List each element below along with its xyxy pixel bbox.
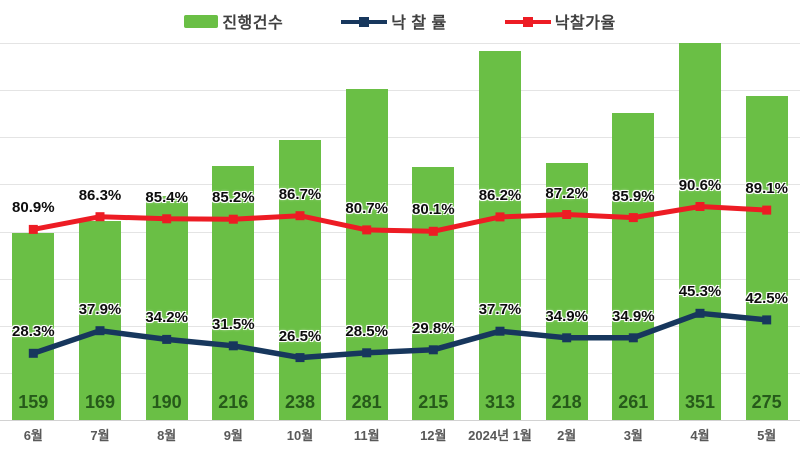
point-value-label: 90.6%: [678, 176, 722, 194]
point-value-label: 86.3%: [78, 186, 122, 204]
bar-value-label: 216: [218, 392, 249, 412]
legend-item-rate-line: 낙 찰 률: [341, 9, 447, 33]
bar-2024년 1월: [479, 51, 521, 420]
x-axis-line: [0, 420, 800, 421]
gridline: [0, 184, 800, 186]
bar-11월: [345, 88, 388, 420]
legend-label-rate-line: 낙 찰 률: [391, 15, 447, 32]
bar-value-label: 190: [151, 392, 182, 412]
bar-series-swatch-icon: [184, 14, 219, 28]
bar-value-label: 238: [284, 392, 316, 412]
x-axis-label: 8월: [157, 428, 177, 443]
point-value-label: 89.1%: [745, 180, 788, 198]
gridline: [0, 90, 800, 92]
line-marker-swatch-icon: [341, 16, 388, 27]
point-value-label: 85.2%: [212, 189, 255, 207]
bar-value-label: 275: [751, 392, 782, 412]
x-axis-label: 10월: [286, 428, 314, 443]
gridline: [0, 137, 800, 139]
point-value-label: 86.7%: [278, 185, 322, 203]
gridline: [0, 43, 800, 44]
legend-item-bar-series: 진행건수: [184, 9, 283, 33]
x-axis-label: 2월: [557, 428, 577, 443]
x-axis-label: 12월: [420, 428, 447, 443]
bar-3월: [612, 112, 655, 420]
point-value-label: 85.4%: [145, 188, 188, 206]
point-value-label: 34.9%: [612, 307, 655, 325]
x-axis-label: 9월: [223, 428, 243, 443]
point-value-label: 29.8%: [412, 319, 455, 337]
bar-value-label: 215: [418, 392, 449, 412]
point-value-label: 45.3%: [678, 283, 722, 301]
gridline: [0, 278, 800, 280]
legend-label-price-line: 낙찰가율: [554, 15, 616, 32]
x-axis-label: 3월: [623, 428, 643, 443]
x-axis-label: 11월: [353, 428, 380, 443]
x-axis-label: 6월: [23, 428, 43, 443]
chart-legend: 진행건수 낙 찰 률 낙찰가율: [0, 8, 800, 34]
bar-value-label: 351: [684, 392, 716, 412]
bar-value-label: 159: [18, 392, 49, 412]
point-value-label: 42.5%: [745, 289, 788, 307]
line-marker-swatch-icon: [504, 16, 551, 27]
bar-value-label: 218: [551, 392, 582, 412]
bar-value-label: 313: [484, 392, 516, 412]
data-point-marker: [95, 212, 105, 222]
point-value-label: 86.2%: [478, 186, 522, 204]
bar-7월: [79, 220, 121, 420]
point-value-label: 85.9%: [612, 187, 655, 205]
x-axis-label: 2024년 1월: [468, 428, 532, 443]
legend-item-price-line: 낙찰가율: [504, 9, 616, 33]
legend-label-bar-series: 진행건수: [222, 15, 284, 32]
point-value-label: 87.2%: [545, 184, 588, 202]
bar-5월: [745, 96, 788, 420]
bar-10월: [279, 139, 321, 420]
bar-value-label: 169: [84, 392, 116, 412]
point-value-label: 28.3%: [12, 323, 55, 341]
gridline: [0, 372, 800, 374]
x-axis-label: 7월: [90, 428, 110, 443]
x-axis-label: 4월: [690, 428, 710, 443]
bar-4월: [679, 43, 721, 420]
bar-value-label: 281: [351, 392, 382, 412]
bar-value-label: 261: [618, 392, 649, 412]
x-axis-label: 5월: [757, 428, 777, 443]
